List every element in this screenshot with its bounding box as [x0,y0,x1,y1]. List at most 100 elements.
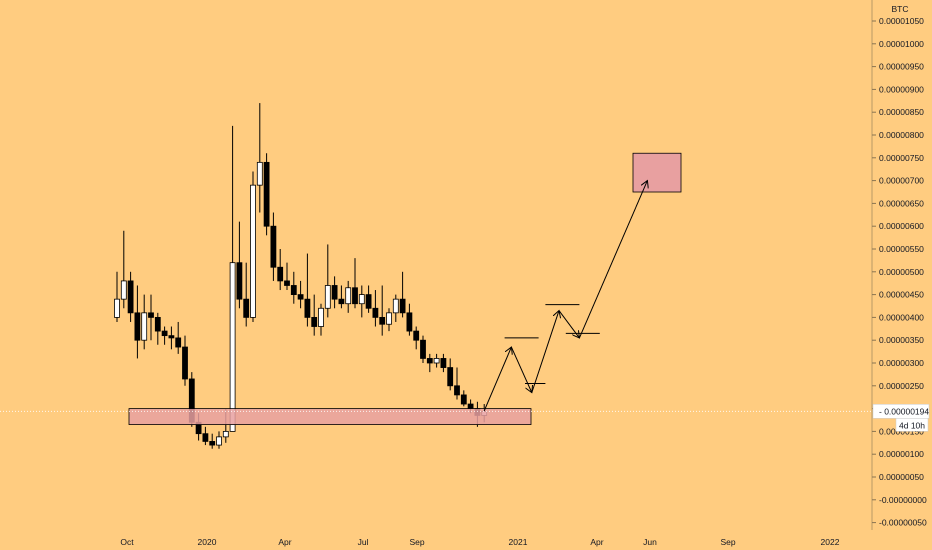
candle-up [250,184,256,318]
candle-up [318,307,324,327]
price-tick-label: 0.00001000 [879,39,924,49]
projection-arrow[interactable] [558,310,579,338]
price-tick-label: 0.00000300 [879,358,924,368]
candle-down [426,358,433,364]
price-tick-label: 0.00000350 [879,335,924,345]
candle-up [345,287,352,305]
candle-up [358,294,365,305]
candle-down [270,225,277,268]
time-tick-label: Jul [358,537,369,547]
candle-down [168,335,175,339]
candle-down [236,262,243,300]
candle-down [277,266,284,282]
candle-up [229,262,236,432]
candle-up [216,436,222,446]
candle-down [365,294,372,309]
candle-down [127,280,134,314]
target-zone[interactable] [632,152,682,193]
candle-up [433,358,440,364]
price-tick-label: 0.00000900 [879,84,924,94]
price-tick-label: 0.00000800 [879,130,924,140]
price-tick-label: 0.00000250 [879,381,924,391]
candle-down [202,433,209,442]
price-tick-label: 0.00000450 [879,290,924,300]
current-price-marker: - 0.00000194 4d 10h [872,404,929,432]
candle-down [338,298,345,305]
price-tick-label: 0.00001050 [879,16,924,26]
candle-up [120,280,127,300]
projection-arrow[interactable] [578,181,647,339]
candle-down [447,367,454,387]
candle-down [311,316,318,327]
candle-down [134,312,141,341]
price-tick-label: 0.00000950 [879,62,924,72]
candle-down [413,330,420,341]
price-tick-label: 0.00000600 [879,221,924,231]
price-tick-label: 0.00000700 [879,176,924,186]
candle-up [141,312,148,341]
time-tick-label: 2021 [509,537,528,547]
candle-down [175,337,182,348]
candle-up [386,312,392,325]
candle-down [263,161,270,227]
candle-down [467,403,474,410]
candle-up [222,430,229,438]
projection-arrow[interactable] [483,347,511,412]
time-tick-label: Sep [720,537,735,547]
current-price-label: - 0.00000194 [879,406,929,416]
support-zone[interactable] [128,408,532,425]
candle-down [440,358,447,368]
time-tick-label: Sep [409,537,424,547]
candle-down [154,316,161,332]
candle-down [243,298,250,318]
candle-down [209,441,216,446]
candle-up [114,298,120,318]
price-tick-label: 0.00000500 [879,267,924,277]
candle-down [379,316,386,325]
candle-down [406,312,413,332]
candle-down [148,312,154,318]
candle-down [161,330,168,337]
price-tick-label: 0.00000850 [879,107,924,117]
price-tick-label: 0.00000100 [879,449,924,459]
candle-down [331,285,338,300]
candle-down [284,280,290,286]
candle-down [399,298,406,314]
candle-up [392,298,399,314]
candle-down [454,385,460,396]
time-tick-label: Apr [590,537,603,547]
price-tick-label: -0.00000000 [879,495,927,505]
price-tick-label: 0.00000750 [879,153,924,163]
candle-down [352,287,358,305]
candle-up [256,161,263,186]
time-tick-label: 2020 [198,537,217,547]
candles-group [114,103,488,449]
price-axis[interactable]: 0.00001050 0.00001000 0.00000950 0.00000900… [872,16,927,528]
price-tick-label: 0.00000050 [879,472,924,482]
candle-up [324,285,331,309]
countdown-label: 4d 10h [899,420,925,430]
candle-down [182,346,188,380]
candle-down [420,339,426,359]
time-tick-label: Apr [278,537,291,547]
currency-label: BTC [892,4,909,14]
candle-down [372,307,379,318]
candle-down [290,285,297,296]
projection-arrow[interactable] [531,311,559,393]
candle-down [297,294,304,300]
annotations-group [483,181,647,412]
time-tick-label: Jun [643,537,657,547]
projection-arrow[interactable] [510,346,531,393]
price-tick-label: 0.00000550 [879,244,924,254]
countdown-badge [895,418,929,432]
price-tick-label: -0.00000050 [879,518,927,528]
price-tick-label: 0.00000400 [879,312,924,322]
time-tick-label: 2022 [821,537,840,547]
time-tick-label: Oct [120,537,134,547]
price-tick-label: 0.00000650 [879,198,924,208]
candle-down [460,394,467,405]
time-axis[interactable]: Oct 2020 Apr Jul Sep 2021 Apr Jun Sep 2022 [120,537,839,547]
candle-down [304,298,311,318]
